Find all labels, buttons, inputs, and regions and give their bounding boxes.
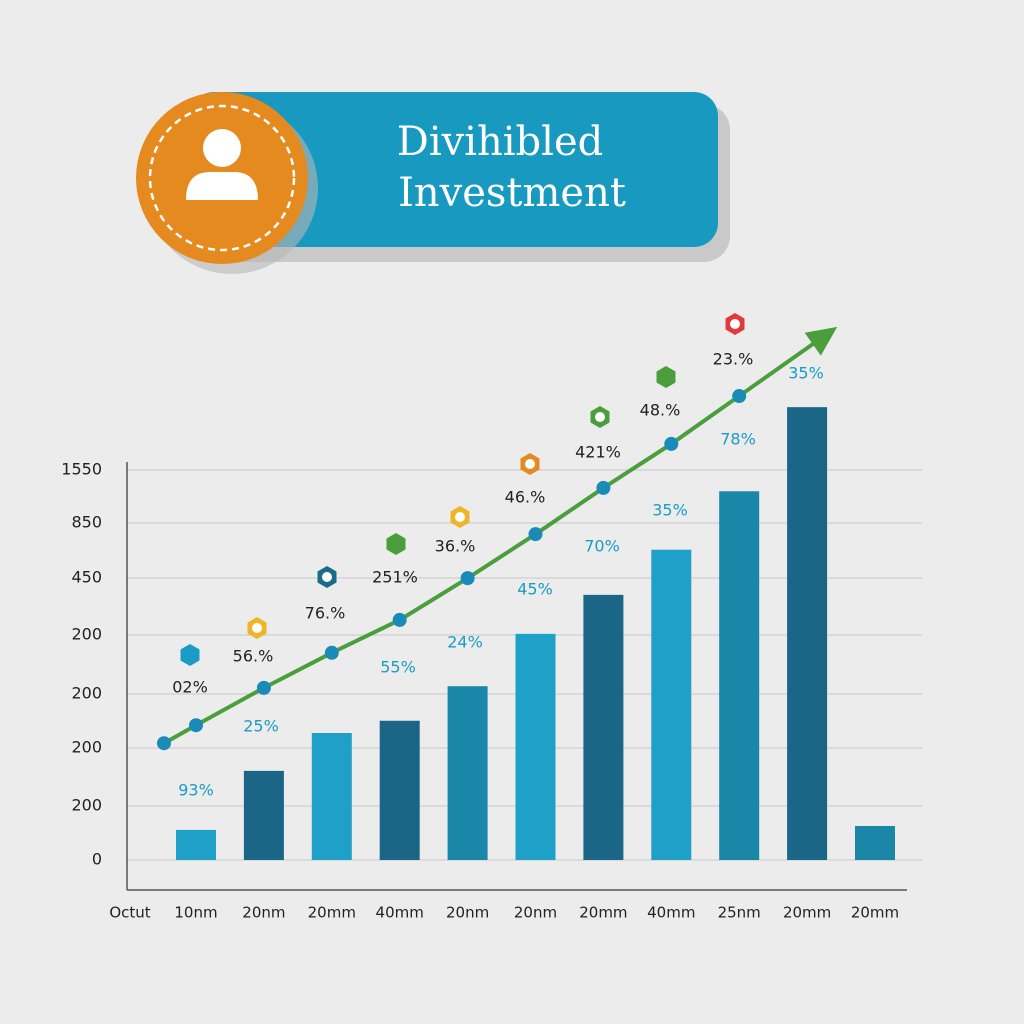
bar bbox=[855, 826, 895, 860]
x-axis-label: Octut bbox=[109, 904, 150, 922]
x-tick-label: 20mm bbox=[308, 904, 356, 922]
point-label: 46.% bbox=[505, 488, 546, 507]
bar-label: 55% bbox=[380, 658, 416, 677]
bar bbox=[243, 770, 284, 860]
bar-label: 35% bbox=[652, 501, 688, 520]
x-tick-label: 20mm bbox=[579, 904, 627, 922]
line-point bbox=[256, 680, 271, 695]
y-tick-label: 200 bbox=[71, 625, 102, 644]
point-label: 02% bbox=[172, 678, 208, 697]
title-line: Investment bbox=[398, 170, 626, 216]
x-tick-label: 20mm bbox=[851, 904, 899, 922]
title-line: Divihibled bbox=[397, 119, 603, 165]
line-lead-dot bbox=[157, 736, 171, 751]
bar bbox=[311, 733, 352, 860]
point-label: 56.% bbox=[233, 647, 274, 666]
line-point bbox=[324, 645, 339, 660]
badge-ring bbox=[148, 104, 296, 252]
hex-icon bbox=[386, 533, 406, 555]
banner bbox=[190, 92, 718, 247]
point-label: 36.% bbox=[435, 537, 476, 556]
bar bbox=[583, 594, 624, 860]
x-tick-label: 20nm bbox=[242, 904, 285, 922]
bar-label: 78% bbox=[720, 430, 756, 449]
user-icon-body bbox=[186, 172, 258, 200]
bar-label: 25% bbox=[243, 717, 279, 736]
y-tick-label: 450 bbox=[71, 568, 102, 587]
bar bbox=[651, 549, 692, 860]
bar-label: 45% bbox=[517, 580, 553, 599]
line-point bbox=[460, 571, 475, 586]
arrow-shaft bbox=[738, 336, 823, 398]
line-point bbox=[732, 389, 747, 404]
bar-label: 24% bbox=[447, 633, 483, 652]
y-tick-label: 1550 bbox=[61, 460, 102, 479]
hex-icon bbox=[656, 366, 676, 388]
x-tick-label: 20mm bbox=[783, 904, 831, 922]
bar bbox=[719, 491, 760, 860]
hex-icon-center bbox=[322, 572, 332, 582]
y-tick-label: 200 bbox=[71, 796, 102, 815]
line-point bbox=[189, 718, 203, 733]
hex-icon-center bbox=[595, 412, 605, 422]
x-tick-label: 10nm bbox=[174, 904, 217, 922]
line-point bbox=[664, 436, 679, 451]
bar-label: 70% bbox=[584, 537, 620, 556]
x-tick-label: 25nm bbox=[718, 904, 761, 922]
user-icon-head bbox=[203, 129, 241, 167]
y-tick-label: 200 bbox=[71, 738, 102, 757]
bar-label: 93% bbox=[178, 781, 214, 800]
point-label: 23.% bbox=[713, 350, 754, 369]
bar bbox=[787, 407, 828, 860]
bar bbox=[447, 686, 488, 860]
hex-icon bbox=[180, 644, 200, 666]
line-point bbox=[528, 527, 543, 542]
bar bbox=[176, 829, 216, 860]
bar bbox=[379, 720, 420, 860]
hex-icon-center bbox=[252, 623, 262, 633]
point-label: 48.% bbox=[640, 401, 681, 420]
y-tick-label: 200 bbox=[71, 684, 102, 703]
x-tick-label: 20nm bbox=[514, 904, 557, 922]
y-tick-label: 0 bbox=[92, 850, 102, 869]
line-point bbox=[392, 612, 407, 627]
point-label: 421% bbox=[575, 443, 621, 462]
x-tick-label: 20nm bbox=[446, 904, 489, 922]
y-tick-label: 850 bbox=[71, 513, 102, 532]
point-label: 251% bbox=[372, 568, 418, 587]
point-label: 76.% bbox=[305, 604, 346, 623]
hex-icon-center bbox=[455, 512, 465, 522]
hex-icon-center bbox=[730, 319, 740, 329]
arrow-head bbox=[804, 326, 838, 356]
line-point bbox=[596, 480, 611, 495]
x-tick-label: 40mm bbox=[647, 904, 695, 922]
bar-label: 35% bbox=[788, 364, 824, 383]
hex-icon-center bbox=[525, 459, 535, 469]
bar bbox=[515, 633, 556, 860]
x-tick-label: 40mm bbox=[376, 904, 424, 922]
